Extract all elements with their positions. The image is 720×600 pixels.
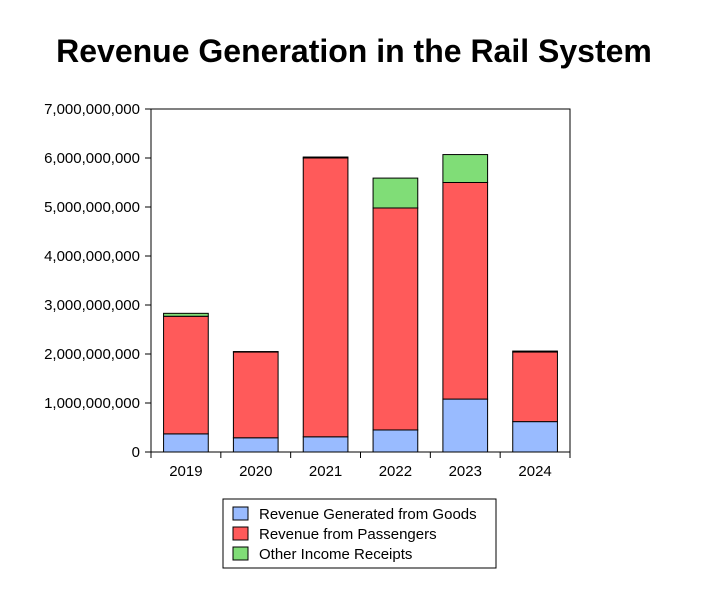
y-tick-label: 2,000,000,000: [44, 346, 140, 363]
x-tick-label: 2019: [169, 463, 202, 480]
bar-segment: [512, 351, 558, 423]
bar-segment: [372, 207, 419, 431]
legend-swatch: [232, 506, 249, 521]
y-tick-label: 5,000,000,000: [44, 199, 140, 216]
legend-label: Revenue Generated from Goods: [259, 506, 477, 523]
bar-segment: [512, 350, 558, 353]
y-tick-label: 3,000,000,000: [44, 297, 140, 314]
plot-frame: [150, 108, 571, 453]
bar-segment: [302, 157, 349, 438]
y-tick-label: 0: [132, 444, 140, 461]
bar-segment: [372, 177, 419, 209]
legend-label: Revenue from Passengers: [259, 526, 437, 543]
y-tick-label: 1,000,000,000: [44, 395, 140, 412]
y-tick-label: 4,000,000,000: [44, 248, 140, 265]
bar-segment: [372, 429, 419, 453]
x-tick-label: 2022: [379, 463, 412, 480]
x-axis: 2019 2020 2021 2022 2023 2024: [150, 452, 571, 480]
bar-segment: [163, 433, 209, 453]
bar-segment: [442, 398, 489, 453]
bar-segment: [232, 351, 279, 439]
bar-segment: [442, 154, 489, 184]
bar-segment: [442, 182, 489, 400]
bar-segment: [232, 437, 279, 453]
x-tick-label: 2020: [239, 463, 272, 480]
legend: Revenue Generated from Goods Revenue from…: [222, 498, 497, 569]
bars-group: [163, 154, 558, 453]
bar-segment: [512, 421, 558, 453]
legend-swatch: [232, 526, 249, 541]
bar-segment: [163, 312, 209, 317]
y-tick-label: 6,000,000,000: [44, 150, 140, 167]
legend-label: Other Income Receipts: [259, 546, 412, 563]
x-tick-label: 2023: [449, 463, 482, 480]
y-axis: 0 1,000,000,000 2,000,000,000 3,000,000,000…: [44, 101, 151, 461]
plot-area: 0 1,000,000,000 2,000,000,000 3,000,000,000…: [44, 101, 571, 480]
x-tick-label: 2021: [309, 463, 342, 480]
x-tick-label: 2024: [518, 463, 551, 480]
legend-swatch: [232, 546, 249, 561]
bar-segment: [163, 315, 209, 435]
bar-segment: [302, 156, 349, 159]
legend-box: [222, 498, 497, 569]
y-tick-label: 7,000,000,000: [44, 101, 140, 118]
bar-segment: [302, 436, 349, 453]
legend-items: Revenue Generated from Goods Revenue from…: [232, 506, 477, 563]
chart-title: Revenue Generation in the Rail System: [56, 33, 652, 69]
